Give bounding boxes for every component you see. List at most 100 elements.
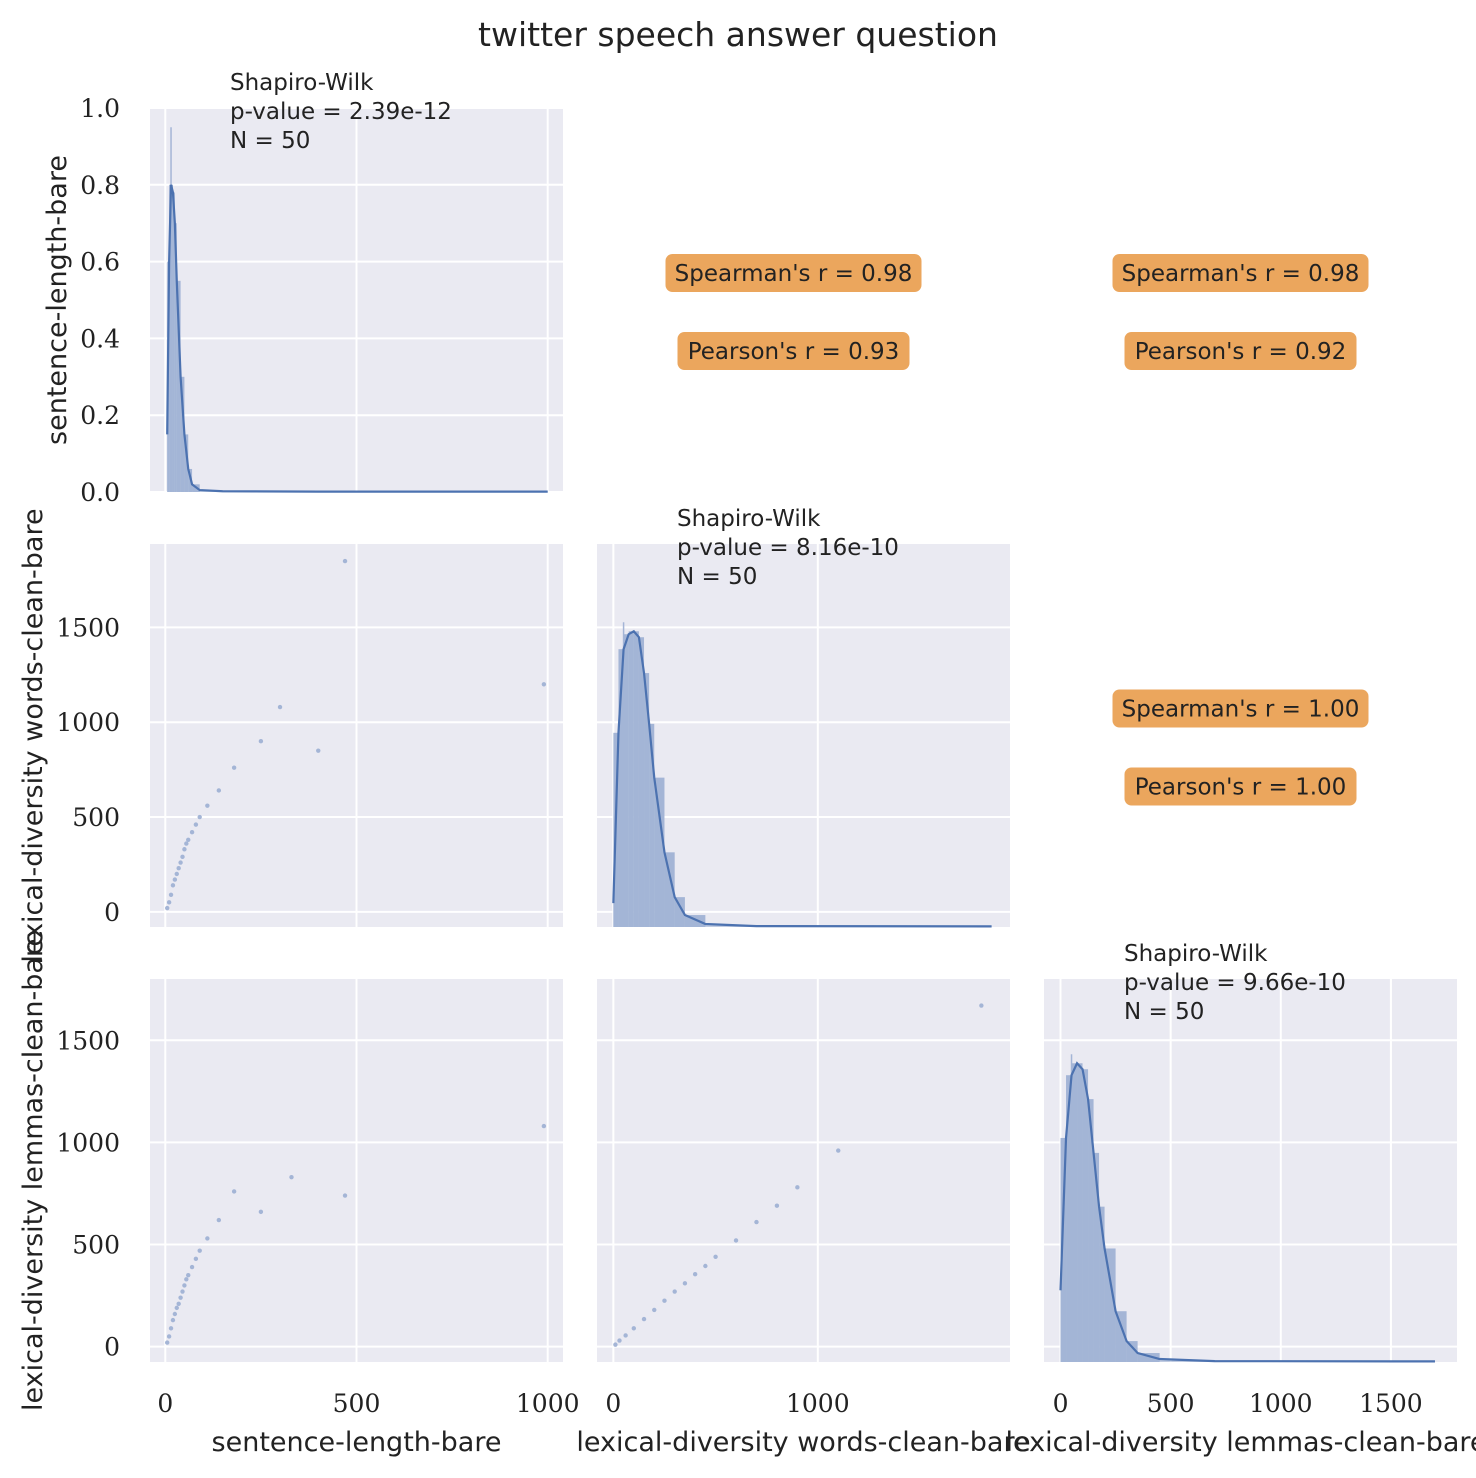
scatter-point bbox=[182, 1283, 187, 1288]
scatter-point bbox=[168, 1326, 174, 1331]
pearson-label: Pearson's r = 0.93 bbox=[688, 339, 900, 365]
scatter-point bbox=[289, 1174, 294, 1180]
scatter-point bbox=[641, 1316, 647, 1322]
y-axis-label: sentence-length-bare bbox=[42, 155, 73, 445]
pearson-badge bbox=[677, 332, 910, 370]
kde-line bbox=[166, 184, 548, 493]
scatter-point bbox=[176, 866, 181, 871]
scatter-point bbox=[733, 1238, 739, 1243]
pearson-badge bbox=[1124, 332, 1357, 370]
y-tick-label: 0.8 bbox=[80, 171, 120, 200]
scatter-point bbox=[692, 1271, 698, 1277]
shapiro-p-value: p-value = 8.16e-10 bbox=[677, 535, 899, 561]
scatter-point bbox=[774, 1203, 780, 1208]
scatter-point bbox=[172, 877, 178, 882]
spearman-badge bbox=[1112, 689, 1369, 728]
scatter-point bbox=[178, 1295, 183, 1300]
shapiro-p-value: p-value = 9.66e-10 bbox=[1124, 970, 1346, 996]
panel-r1-c0 bbox=[150, 544, 563, 927]
scatter-point bbox=[184, 1277, 189, 1282]
scatter-point bbox=[170, 1317, 176, 1323]
y-tick-label: 0 bbox=[104, 898, 120, 927]
y-tick-label: 0.6 bbox=[80, 248, 120, 277]
correlation-r1-c2: Spearman's r = 1.00 Pearson's r = 1.00 bbox=[1112, 689, 1369, 806]
scatter-point bbox=[231, 1189, 237, 1194]
scatter-point bbox=[189, 1264, 195, 1270]
y-tick-label: 0 bbox=[104, 1333, 120, 1362]
scatter-point bbox=[342, 1193, 348, 1198]
scatter-point bbox=[652, 1307, 657, 1313]
scatter-point bbox=[623, 1333, 628, 1338]
scatter-point bbox=[174, 1305, 179, 1311]
scatter-point bbox=[197, 1248, 202, 1253]
panel-r2-c0 bbox=[150, 979, 563, 1362]
scatter-point bbox=[216, 1217, 222, 1223]
y-tick-label: 1500 bbox=[56, 1026, 120, 1055]
y-tick-label: 0.0 bbox=[80, 478, 120, 507]
scatter-point bbox=[178, 860, 183, 865]
scatter-point bbox=[186, 837, 191, 842]
scatter-point bbox=[836, 1148, 841, 1153]
scatter-point bbox=[182, 847, 187, 852]
y-tick-label: 1000 bbox=[56, 708, 120, 737]
scatter-point bbox=[165, 1340, 170, 1345]
scatter-point bbox=[184, 841, 189, 846]
scatter-point bbox=[795, 1185, 800, 1190]
x-axis-label: lexical-diversity lemmas-clean-bare bbox=[1005, 1427, 1476, 1458]
scatter-point bbox=[166, 900, 172, 905]
spearman-label: Spearman's r = 1.00 bbox=[1122, 697, 1360, 723]
kde-line bbox=[612, 629, 992, 928]
x-tick-label: 0 bbox=[157, 1389, 173, 1418]
pearson-label: Pearson's r = 1.00 bbox=[1135, 775, 1347, 801]
scatter-point bbox=[189, 829, 195, 835]
scatter-point bbox=[193, 1256, 199, 1262]
pearson-badge bbox=[1124, 767, 1357, 806]
scatter-point bbox=[174, 871, 179, 877]
x-tick-label: 500 bbox=[1147, 1389, 1195, 1418]
scatter-point bbox=[197, 814, 202, 820]
shapiro-n: N = 50 bbox=[677, 564, 757, 590]
scatter-point bbox=[979, 1003, 984, 1008]
scatter-point bbox=[168, 892, 174, 897]
panel-r1-c1: Shapiro-Wilk p-value = 8.16e-10 N = 50 bbox=[597, 506, 1010, 928]
scatter-point bbox=[231, 765, 237, 770]
scatter-point bbox=[617, 1338, 622, 1343]
scatter-point bbox=[216, 788, 222, 793]
kde-line bbox=[1059, 1061, 1435, 1363]
scatter-point bbox=[205, 803, 210, 808]
y-tick-label: 500 bbox=[72, 1231, 120, 1260]
correlation-r0-c1: Spearman's r = 0.98 Pearson's r = 0.93 bbox=[665, 254, 922, 370]
scatter-point bbox=[180, 854, 185, 860]
scatter-point bbox=[258, 738, 264, 744]
x-tick-label: 1000 bbox=[516, 1389, 580, 1418]
shapiro-test-name: Shapiro-Wilk bbox=[677, 506, 821, 532]
y-tick-label: 1500 bbox=[56, 613, 120, 642]
pearson-label: Pearson's r = 0.92 bbox=[1135, 339, 1347, 365]
scatter-point bbox=[672, 1289, 677, 1294]
scatter-point bbox=[342, 558, 348, 564]
spearman-label: Spearman's r = 0.98 bbox=[1122, 261, 1360, 287]
kde-area bbox=[1060, 1063, 1435, 1362]
scatter-point bbox=[662, 1298, 667, 1303]
scatter-point bbox=[316, 748, 321, 753]
x-tick-label: 1000 bbox=[1249, 1389, 1313, 1418]
scatter-point bbox=[166, 1334, 172, 1339]
x-tick-label: 500 bbox=[333, 1389, 381, 1418]
correlation-r0-c2: Spearman's r = 0.98 Pearson's r = 0.92 bbox=[1112, 254, 1369, 370]
scatter-point bbox=[541, 1123, 547, 1129]
scatter-point bbox=[703, 1263, 708, 1269]
shapiro-test-name: Shapiro-Wilk bbox=[230, 70, 374, 96]
x-axis-label: sentence-length-bare bbox=[212, 1427, 502, 1458]
scatter-point bbox=[541, 682, 547, 687]
shapiro-test-name: Shapiro-Wilk bbox=[1124, 941, 1268, 967]
scatter-point bbox=[165, 905, 170, 911]
x-tick-label: 1000 bbox=[786, 1389, 850, 1418]
scatter-point bbox=[193, 822, 199, 827]
scatter-point bbox=[613, 1342, 618, 1347]
y-tick-label: 0.4 bbox=[80, 324, 120, 353]
shapiro-n: N = 50 bbox=[230, 128, 310, 154]
scatter-point bbox=[172, 1311, 178, 1317]
panel-background bbox=[597, 979, 1010, 1362]
y-tick-label: 500 bbox=[72, 803, 120, 832]
